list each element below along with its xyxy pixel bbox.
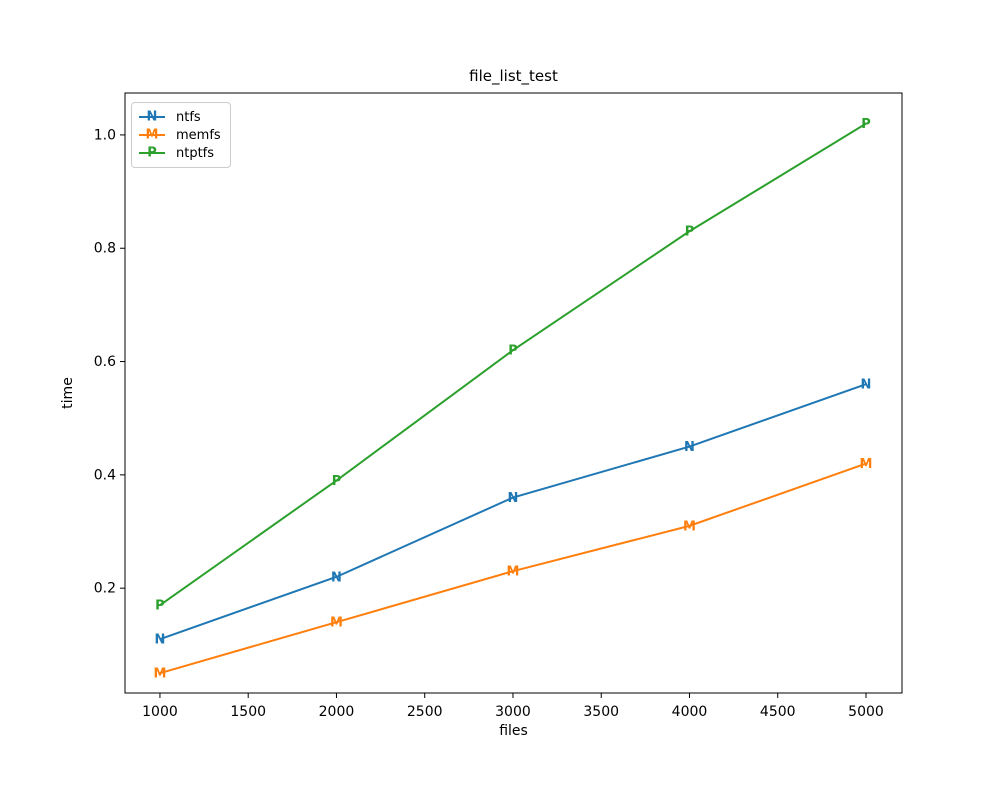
marker-memfs-4000: M <box>683 519 696 534</box>
axes-spines <box>124 92 903 694</box>
x-tick-label-2500: 2500 <box>407 704 443 720</box>
x-tick-label-1000: 1000 <box>142 704 178 720</box>
legend-marker-ntfs: N <box>146 109 158 125</box>
x-axis-label: files <box>499 723 528 739</box>
x-tick-label-4000: 4000 <box>672 704 708 720</box>
x-tick-label-2000: 2000 <box>319 704 355 720</box>
y-tick-label-1: 1.0 <box>94 127 116 143</box>
legend-sample-ntptfs: P <box>139 146 165 161</box>
legend-label-memfs: memfs <box>176 127 221 143</box>
x-tick-label-3000: 3000 <box>495 704 531 720</box>
y-tick-label-0.4: 0.4 <box>94 467 116 483</box>
marker-ntfs-4000: N <box>684 440 695 455</box>
y-tick-label-0.8: 0.8 <box>94 241 116 257</box>
x-tick-label-1500: 1500 <box>230 704 266 720</box>
legend-label-ntptfs: ntptfs <box>176 145 215 161</box>
series-line-memfs <box>159 462 867 675</box>
marker-ntfs-2000: N <box>331 570 342 585</box>
legend-line-ntptfs <box>139 152 165 154</box>
legend-sample-memfs: M <box>139 128 165 143</box>
legend-line-ntfs <box>139 116 165 118</box>
legend-line-memfs <box>139 134 165 136</box>
series-line-ntfs <box>159 383 867 641</box>
x-tick-label-4500: 4500 <box>760 704 796 720</box>
marker-memfs-3000: M <box>507 565 520 580</box>
marker-ntfs-3000: N <box>508 491 519 506</box>
legend-label-ntfs: ntfs <box>176 109 201 125</box>
series-line-ntptfs <box>159 122 867 606</box>
marker-memfs-5000: M <box>860 457 873 472</box>
chart-title: file_list_test <box>469 67 558 85</box>
x-tick-label-3500: 3500 <box>583 704 619 720</box>
y-axis-label: time <box>60 377 76 409</box>
y-tick-label-0.6: 0.6 <box>94 354 116 370</box>
legend-sample-ntfs: N <box>139 110 165 125</box>
marker-memfs-1000: M <box>153 667 166 682</box>
marker-ntptfs-2000: P <box>332 474 342 489</box>
y-tick-label-0.2: 0.2 <box>94 581 116 597</box>
marker-memfs-2000: M <box>330 616 343 631</box>
marker-ntptfs-5000: P <box>861 117 871 132</box>
marker-ntfs-5000: N <box>861 378 872 393</box>
marker-ntptfs-1000: P <box>155 599 165 614</box>
marker-ntptfs-3000: P <box>508 344 518 359</box>
marker-ntptfs-4000: P <box>685 225 695 240</box>
x-tick-label-5000: 5000 <box>848 704 884 720</box>
legend-marker-ntptfs: P <box>147 145 157 161</box>
legend-marker-memfs: M <box>145 127 159 143</box>
marker-ntfs-1000: N <box>155 633 166 648</box>
